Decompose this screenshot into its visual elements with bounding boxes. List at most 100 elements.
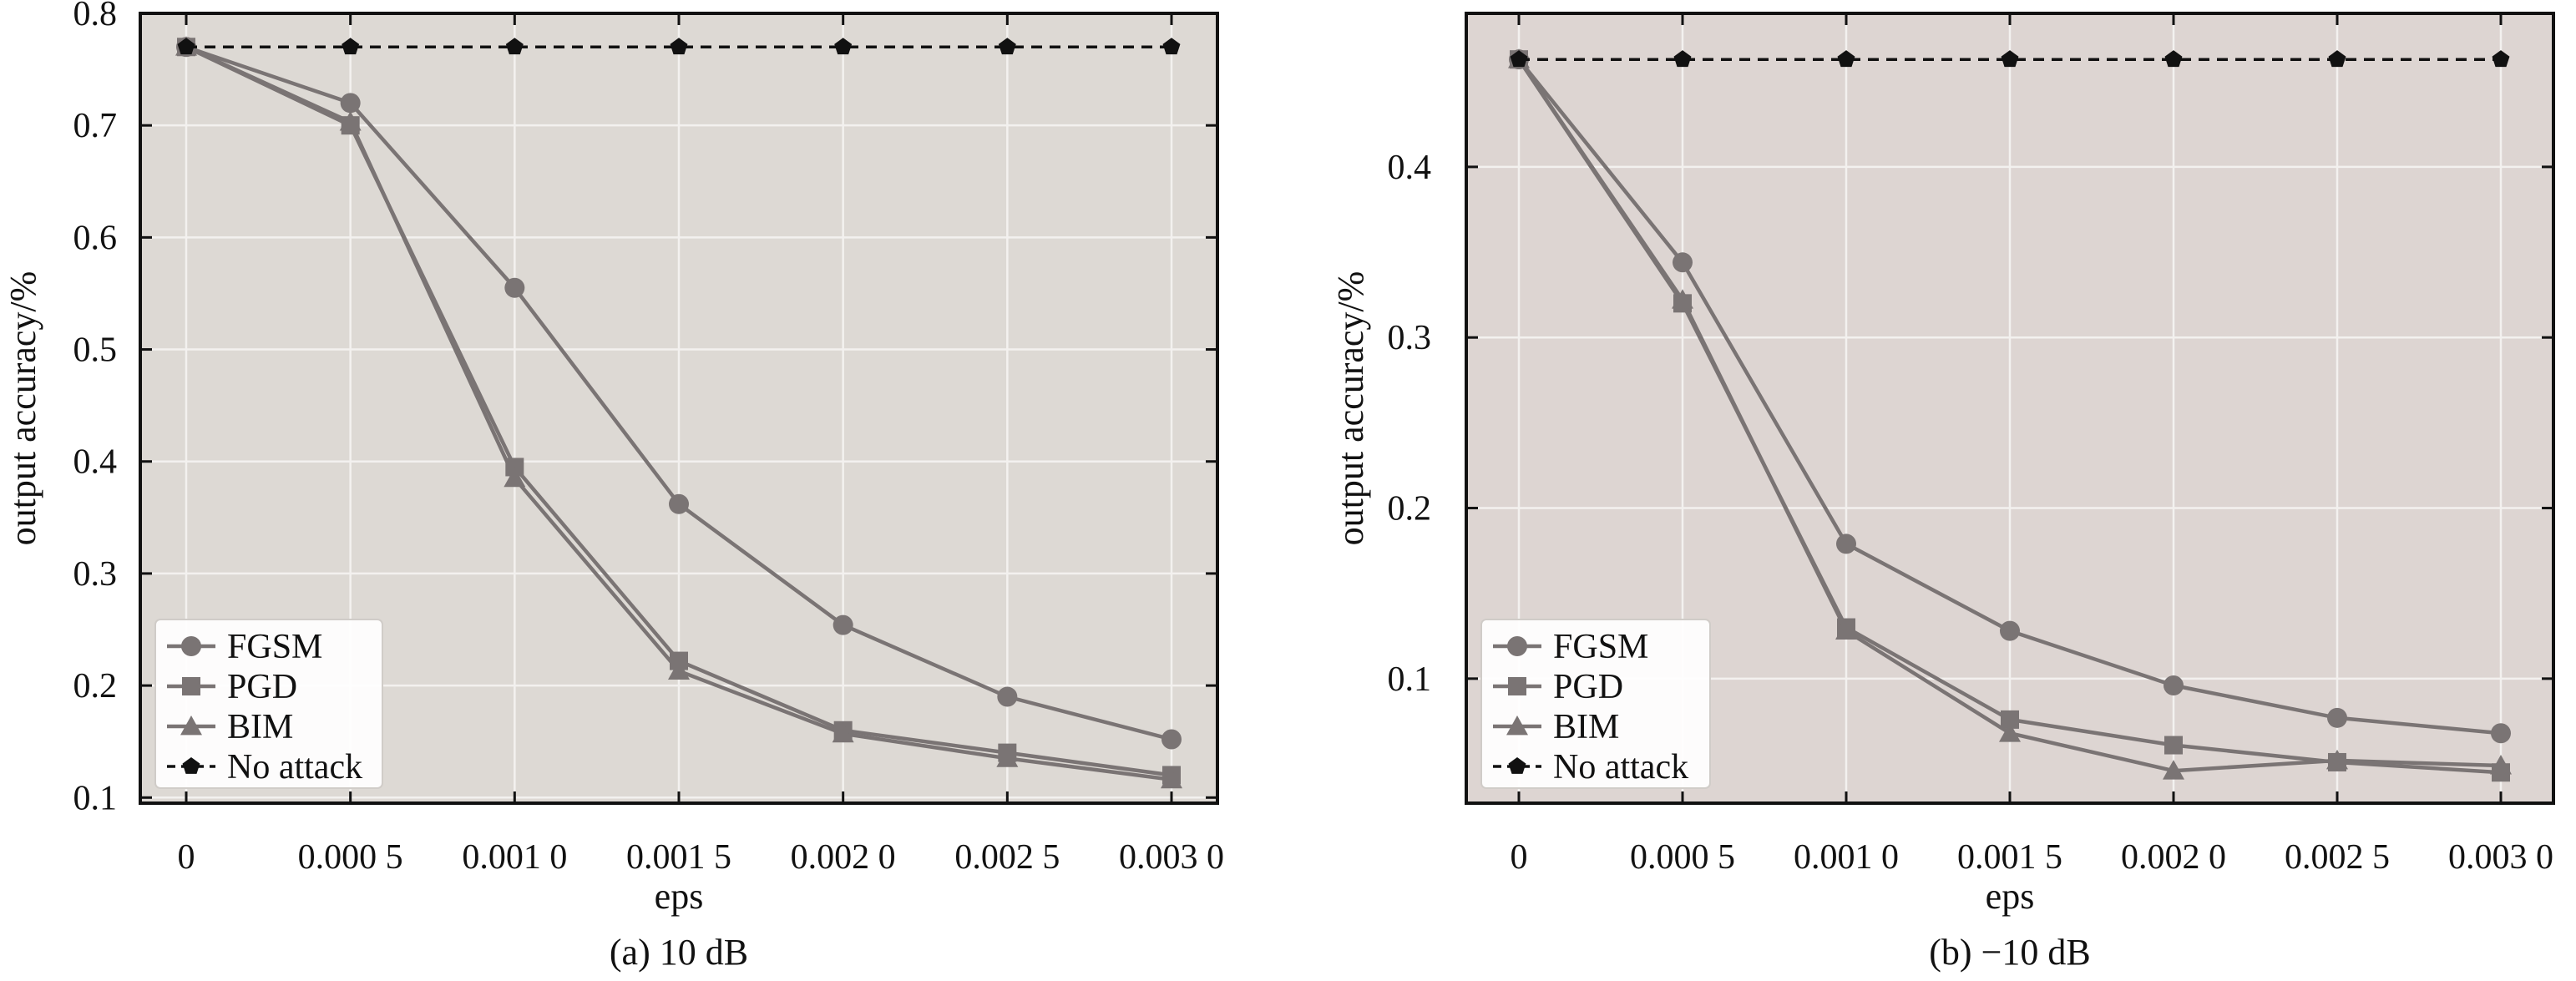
legend-marker-square bbox=[1508, 677, 1526, 695]
x-tick-label: 0.002 5 bbox=[954, 838, 1060, 877]
ticks-a bbox=[140, 12, 1217, 803]
data-point-circle bbox=[504, 277, 525, 298]
data-point-pentagon bbox=[1510, 50, 1528, 68]
data-point-triangle bbox=[1835, 619, 1857, 640]
legend-label: BIM bbox=[1553, 708, 1619, 746]
data-point-pentagon bbox=[2001, 50, 2019, 68]
data-point-pentagon bbox=[2164, 50, 2183, 68]
x-tick-label: 0.003 0 bbox=[1119, 838, 1224, 877]
data-point-triangle bbox=[996, 747, 1019, 767]
chart-panel-a: 0 0.000 5 0.001 0 0.001 5 0.002 0 0.002 5 0.00… bbox=[3, 0, 1224, 973]
legend-marker-pentagon bbox=[182, 757, 200, 774]
series-no-attack bbox=[1510, 50, 2510, 68]
x-axis-label: eps bbox=[655, 876, 704, 917]
x-tick-label: 0.001 5 bbox=[1957, 838, 2062, 877]
y-axis-label: output accuracy/% bbox=[3, 271, 43, 546]
y-tick-label: 0.1 bbox=[1388, 660, 1432, 699]
legend-label: PGD bbox=[1553, 668, 1623, 706]
data-point-pentagon bbox=[342, 38, 360, 55]
y-tick-label: 0.1 bbox=[73, 779, 118, 817]
data-point-circle bbox=[997, 686, 1018, 707]
data-point-circle bbox=[833, 614, 853, 635]
y-tick-label: 0.8 bbox=[73, 0, 118, 33]
figure-caption: (b) −10 dB bbox=[1929, 932, 2090, 973]
data-point-circle bbox=[2327, 707, 2347, 728]
data-point-circle bbox=[2000, 620, 2020, 641]
legend-box bbox=[154, 619, 383, 789]
ticks-b bbox=[1466, 13, 2553, 803]
data-point-circle bbox=[1673, 252, 1693, 273]
data-point-triangle bbox=[2490, 755, 2512, 775]
y-tick-label: 0.5 bbox=[73, 331, 118, 370]
x-tick-label: 0.002 0 bbox=[2121, 838, 2226, 877]
data-point-circle bbox=[2164, 675, 2184, 696]
data-point-circle bbox=[669, 493, 689, 514]
data-point-pentagon bbox=[834, 38, 853, 55]
x-tick-label: 0 bbox=[178, 838, 195, 877]
data-point-circle bbox=[1161, 729, 1182, 750]
x-tick-label: 0.002 5 bbox=[2285, 838, 2390, 877]
x-tick-label: 0.001 0 bbox=[1794, 838, 1899, 877]
figure-caption: (a) 10 dB bbox=[610, 932, 748, 973]
data-point-square bbox=[2164, 736, 2183, 755]
legend-marker-pentagon bbox=[1508, 757, 1526, 774]
y-tick-label: 0.2 bbox=[73, 667, 118, 705]
series-no-attack bbox=[177, 38, 1181, 55]
legend-marker-triangle bbox=[1506, 716, 1528, 736]
legend-box bbox=[1480, 619, 1711, 789]
x-tick-label: 0.000 5 bbox=[1630, 838, 1735, 877]
data-point-pentagon bbox=[2492, 50, 2510, 68]
data-point-triangle bbox=[504, 467, 526, 488]
data-point-triangle bbox=[1999, 722, 2021, 742]
data-point-pentagon bbox=[1837, 50, 1855, 68]
y-tick-label: 0.4 bbox=[1388, 149, 1432, 187]
data-point-square bbox=[2001, 710, 2019, 729]
legend-marker-square bbox=[182, 677, 200, 695]
data-point-pentagon bbox=[1673, 50, 1692, 68]
y-tick-label: 0.4 bbox=[73, 443, 118, 482]
y-tick-label: 0.3 bbox=[73, 555, 118, 594]
data-point-pentagon bbox=[177, 38, 195, 55]
x-tick-label: 0.001 5 bbox=[626, 838, 731, 877]
legend-label: BIM bbox=[227, 708, 293, 746]
x-tick-label: 0.000 5 bbox=[298, 838, 403, 877]
x-tick-label: 0.002 0 bbox=[791, 838, 896, 877]
data-point-triangle bbox=[339, 111, 362, 131]
data-point-triangle bbox=[1161, 768, 1182, 789]
legend-marker-circle bbox=[181, 636, 201, 656]
x-tick-label: 0 bbox=[1511, 838, 1528, 877]
legend-label: PGD bbox=[227, 668, 297, 706]
legend-label: No attack bbox=[1553, 748, 1688, 786]
y-tick-label: 0.7 bbox=[73, 107, 118, 145]
y-tick-label: 0.6 bbox=[73, 219, 118, 257]
data-point-pentagon bbox=[2328, 50, 2346, 68]
y-tick-label: 0.3 bbox=[1388, 319, 1432, 357]
data-point-pentagon bbox=[505, 38, 524, 55]
series-bim bbox=[1508, 48, 2512, 780]
y-axis-label: output accuracy/% bbox=[1330, 271, 1371, 546]
data-point-triangle bbox=[668, 660, 690, 680]
data-point-triangle bbox=[2326, 749, 2348, 770]
data-point-circle bbox=[340, 93, 361, 114]
data-point-triangle bbox=[2163, 760, 2184, 780]
data-point-circle bbox=[2491, 723, 2511, 744]
y-tick-label: 0.2 bbox=[1388, 490, 1432, 528]
chart-panel-b: 0 0.000 5 0.001 0 0.001 5 0.002 0 0.002 5 0.00… bbox=[1330, 12, 2555, 973]
x-tick-label: 0.001 0 bbox=[462, 838, 567, 877]
legend-marker-circle bbox=[1507, 636, 1527, 656]
data-point-pentagon bbox=[670, 38, 688, 55]
data-point-circle bbox=[1836, 533, 1856, 554]
data-point-pentagon bbox=[998, 38, 1016, 55]
legend-marker-triangle bbox=[180, 716, 202, 736]
data-point-triangle bbox=[832, 722, 854, 743]
data-point-triangle bbox=[1672, 289, 1693, 309]
data-point-pentagon bbox=[1162, 38, 1181, 55]
legend-label: FGSM bbox=[227, 628, 322, 666]
legend-label: No attack bbox=[227, 748, 362, 786]
legend-label: FGSM bbox=[1553, 628, 1648, 666]
series-bim bbox=[175, 36, 1182, 789]
x-axis-label: eps bbox=[1986, 876, 2035, 917]
